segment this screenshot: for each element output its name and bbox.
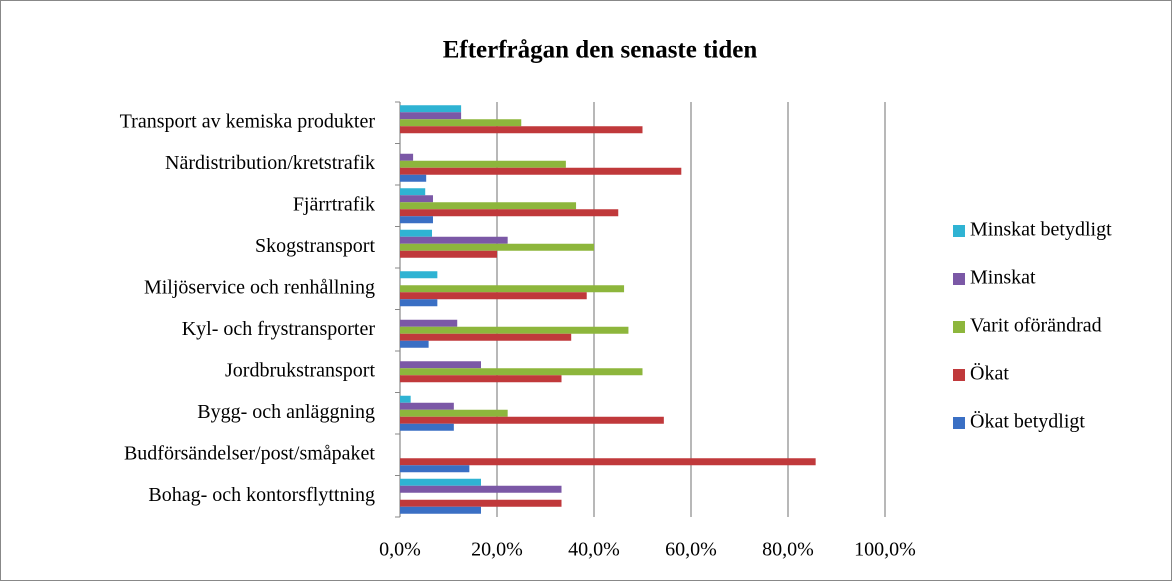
bar: [400, 209, 619, 217]
bar: [400, 458, 816, 466]
bar: [400, 368, 643, 376]
bar: [400, 423, 454, 431]
bar: [400, 112, 462, 120]
y-tick-label: Budförsändelser/post/småpaket: [124, 442, 375, 464]
bar: [400, 506, 481, 514]
legend-label: Ökat betydligt: [970, 410, 1085, 433]
bar: [400, 126, 643, 134]
bar: [400, 216, 433, 224]
bar: [400, 119, 522, 127]
x-tick-label: 100,0%: [854, 539, 916, 561]
bar: [400, 375, 562, 383]
chart-title: Efterfrågan den senaste tiden: [443, 37, 758, 64]
bar: [400, 167, 682, 175]
bar: [400, 416, 664, 424]
bar: [400, 478, 481, 486]
bar: [400, 361, 481, 369]
legend-swatch: [953, 417, 965, 429]
legend-label: Varit oförändrad: [970, 315, 1102, 337]
bar: [400, 243, 594, 251]
bar: [400, 499, 562, 507]
bar: [400, 333, 572, 341]
y-tick-label: Bygg- och anläggning: [197, 401, 375, 423]
bar: [400, 160, 566, 168]
legend-swatch: [953, 321, 965, 333]
y-tick-label: Närdistribution/kretstrafik: [165, 152, 375, 174]
bar: [400, 174, 427, 182]
bar: [400, 485, 562, 493]
y-tick-label: Transport av kemiska produkter: [120, 110, 376, 132]
bar: [400, 250, 497, 258]
legend-label: Minskat betydligt: [970, 219, 1112, 241]
legend-label: Minskat: [970, 267, 1036, 289]
legend-swatch: [953, 225, 965, 237]
bar: [400, 465, 470, 473]
bar: [400, 299, 438, 307]
x-tick-label: 20,0%: [471, 539, 523, 561]
y-tick-label: Fjärrtrafik: [293, 193, 375, 215]
bar: [400, 153, 414, 161]
y-tick-label: Jordbrukstransport: [225, 359, 375, 381]
x-tick-label: 80,0%: [762, 539, 814, 561]
bar: [400, 319, 458, 327]
bar: [400, 105, 462, 113]
bar: [400, 409, 508, 417]
y-tick-label: Bohag- och kontorsflyttning: [148, 484, 375, 506]
legend-label: Ökat: [970, 362, 1009, 385]
bar: [400, 188, 426, 196]
bar: [400, 202, 577, 210]
legend-swatch: [953, 273, 965, 285]
bar: [400, 229, 433, 237]
bar: [400, 271, 438, 279]
x-tick-label: 60,0%: [665, 539, 717, 561]
bar: [400, 326, 629, 334]
y-tick-label: Skogstransport: [255, 235, 375, 257]
legend-swatch: [953, 369, 965, 381]
bar: [400, 292, 587, 300]
bar: [400, 402, 454, 410]
bar: [400, 285, 625, 293]
y-tick-label: Kyl- och frystransporter: [182, 318, 376, 340]
y-tick-label: Miljöservice och renhållning: [144, 276, 375, 298]
bar: [400, 395, 411, 403]
bar: [400, 236, 508, 244]
bar: [400, 340, 429, 348]
x-tick-label: 0,0%: [379, 539, 421, 561]
bar: [400, 195, 433, 203]
x-tick-label: 40,0%: [568, 539, 620, 561]
